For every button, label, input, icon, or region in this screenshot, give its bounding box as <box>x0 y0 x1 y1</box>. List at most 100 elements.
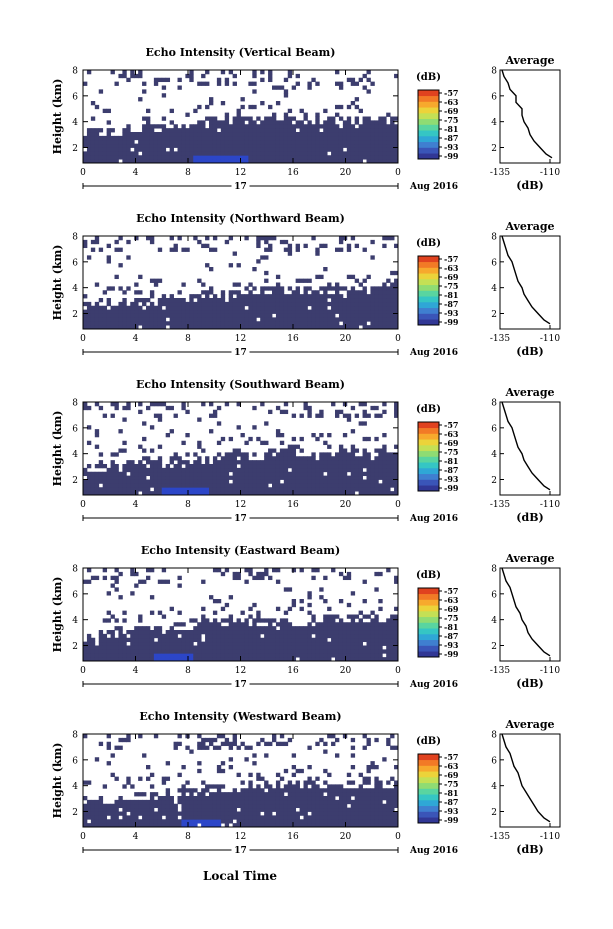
echo-cell <box>114 483 119 488</box>
echo-cell <box>319 633 324 639</box>
echo-cell <box>315 317 320 322</box>
echo-cell <box>185 247 190 252</box>
echo-cell <box>315 251 320 256</box>
echo-cell <box>209 637 214 643</box>
echo-cell <box>350 132 356 137</box>
echo-cell <box>291 784 297 789</box>
echo-cell <box>268 630 273 635</box>
echo-cell <box>378 290 383 295</box>
colorbar-segment <box>418 599 439 606</box>
echo-cell <box>122 135 127 141</box>
echo-cell <box>193 464 198 469</box>
echo-cell <box>83 653 88 658</box>
echo-cell <box>299 278 304 283</box>
echo-cell <box>350 618 356 623</box>
echo-cell <box>323 487 328 492</box>
echo-cell <box>315 784 320 789</box>
echo-cell <box>134 135 139 141</box>
echo-cell <box>142 155 147 160</box>
echo-cell <box>354 614 360 619</box>
echo-cell <box>118 155 123 160</box>
echo-cell <box>240 823 245 828</box>
echo-cell <box>173 483 178 488</box>
echo-cell <box>169 294 174 299</box>
echo-cell <box>390 649 395 654</box>
colorbar-unit: (dB) <box>416 404 441 415</box>
colorbar-segment <box>418 124 439 131</box>
echo-cell <box>315 633 320 639</box>
echo-cell <box>299 155 304 160</box>
echo-cell <box>173 622 178 627</box>
echo-cell <box>122 823 127 828</box>
echo-cell <box>220 321 226 326</box>
echo-cell <box>354 653 360 658</box>
echo-cell <box>354 159 360 164</box>
echo-cell <box>358 321 363 326</box>
echo-cell <box>327 464 332 469</box>
echo-cell <box>216 491 222 496</box>
echo-cell <box>307 456 312 461</box>
echo-cell <box>173 317 178 322</box>
echo-cell <box>216 452 222 457</box>
echo-cell <box>287 657 293 662</box>
echo-cell <box>201 298 206 303</box>
echo-cell <box>346 479 352 484</box>
echo-cell <box>342 630 348 635</box>
echo-cell <box>118 325 123 330</box>
echo-cell <box>350 81 356 86</box>
echo-cell <box>236 637 241 643</box>
echo-cell <box>193 325 198 330</box>
echo-cell <box>374 456 379 461</box>
echo-cell <box>157 143 163 148</box>
echo-cell <box>264 815 269 820</box>
echo-cell <box>201 741 206 747</box>
echo-cell <box>220 811 226 816</box>
echo-cell <box>83 239 88 245</box>
echo-cell <box>185 460 190 465</box>
echo-cell <box>122 467 127 473</box>
echo-cell <box>299 796 304 801</box>
echo-cell <box>157 637 163 643</box>
echo-cell <box>303 815 308 820</box>
echo-cell <box>350 429 356 434</box>
echo-cell <box>354 792 360 797</box>
echo-cell <box>236 626 241 631</box>
echo-cell <box>98 741 104 747</box>
echo-cell <box>303 630 308 635</box>
echo-cell <box>307 151 312 156</box>
echo-cell <box>169 803 174 809</box>
echo-cell <box>209 143 214 148</box>
echo-cell <box>319 151 324 156</box>
echo-cell <box>366 452 371 457</box>
echo-cell <box>299 301 304 307</box>
echo-cell <box>134 471 139 477</box>
echo-cell <box>83 815 88 820</box>
echo-cell <box>327 317 332 322</box>
echo-cell <box>149 610 155 615</box>
echo-cell <box>169 147 174 152</box>
echo-cell <box>106 471 111 477</box>
echo-cell <box>252 298 257 303</box>
echo-cell <box>268 491 273 496</box>
echo-cell <box>205 317 210 322</box>
colorbar-segment <box>418 645 439 652</box>
echo-cell <box>110 413 115 418</box>
echo-cell <box>201 325 206 330</box>
echo-cell <box>161 313 167 318</box>
echo-cell <box>287 120 293 125</box>
echo-cell <box>350 294 356 299</box>
echo-cell <box>181 405 186 411</box>
echo-cell <box>142 301 147 307</box>
echo-cell <box>370 294 375 299</box>
echo-cell <box>177 823 182 828</box>
echo-cell <box>338 139 344 145</box>
echo-cell <box>256 811 261 816</box>
echo-cell <box>212 599 218 604</box>
echo-cell <box>268 807 273 812</box>
echo-cell <box>354 645 360 650</box>
echo-cell <box>177 657 182 662</box>
echo-cell <box>350 456 356 461</box>
echo-cell <box>86 255 92 260</box>
echo-cell <box>173 298 178 303</box>
echo-cell <box>157 657 163 662</box>
